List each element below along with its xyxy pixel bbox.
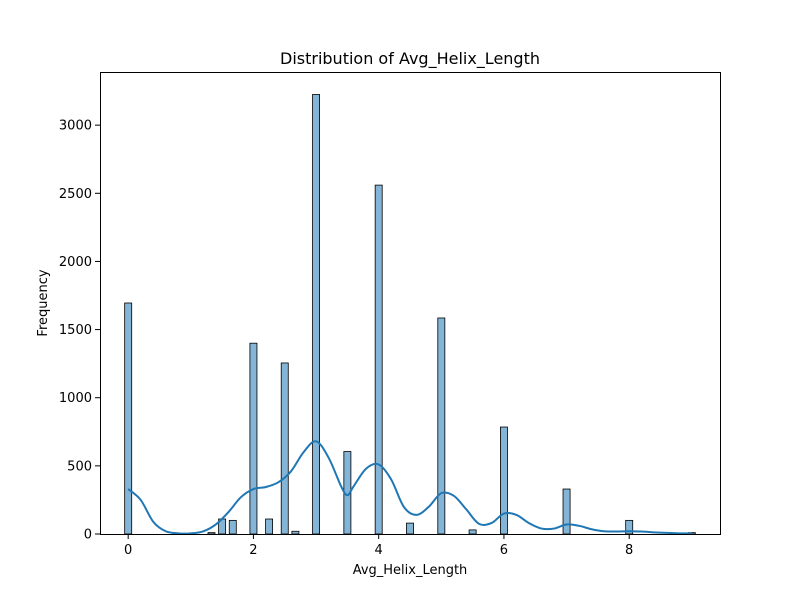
x-tick-label: 0	[124, 543, 132, 558]
x-tick-label: 6	[500, 543, 508, 558]
x-tick-label: 8	[625, 543, 633, 558]
y-tick-label: 1000	[59, 391, 92, 406]
y-tick-label: 0	[84, 528, 92, 543]
histogram-bar	[207, 532, 216, 535]
y-axis: 0 500 1000 1500 2000 2500 3000	[59, 119, 100, 543]
y-tick-label: 2000	[59, 255, 92, 270]
y-tick-label: 3000	[59, 119, 92, 134]
y-tick-label: 2500	[59, 187, 92, 202]
histogram-bar	[124, 302, 133, 535]
histogram-bar	[468, 529, 477, 535]
x-axis: 0 2 4 6 8	[124, 534, 633, 558]
y-tick-label: 1500	[59, 323, 92, 338]
histogram-bar	[249, 342, 258, 535]
histogram-bar	[280, 362, 289, 535]
chart-title: Distribution of Avg_Helix_Length	[280, 49, 540, 69]
x-axis-label: Avg_Helix_Length	[353, 563, 468, 578]
histogram-bar	[265, 518, 274, 535]
histogram-bar	[406, 522, 414, 535]
y-tick-label: 500	[67, 459, 92, 474]
histogram-bar	[312, 94, 320, 535]
histogram-bar	[228, 519, 237, 535]
y-axis-label: Frequency	[36, 269, 51, 336]
x-tick-label: 2	[249, 543, 257, 558]
histogram-bars	[124, 94, 696, 535]
histogram-bar	[374, 184, 383, 535]
plot-frame	[100, 72, 721, 535]
histogram-bar	[291, 530, 300, 535]
histogram-bar	[437, 317, 446, 535]
histogram-bar	[500, 426, 508, 535]
histogram-bar	[562, 488, 571, 535]
x-tick-label: 4	[375, 543, 383, 558]
kde-curve	[127, 440, 692, 535]
